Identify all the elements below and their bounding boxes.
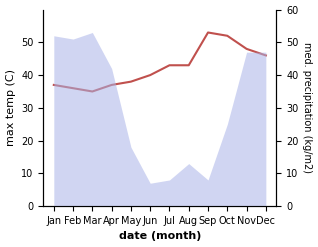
Y-axis label: med. precipitation (kg/m2): med. precipitation (kg/m2) [302, 42, 313, 173]
Y-axis label: max temp (C): max temp (C) [5, 69, 16, 146]
X-axis label: date (month): date (month) [119, 231, 201, 242]
